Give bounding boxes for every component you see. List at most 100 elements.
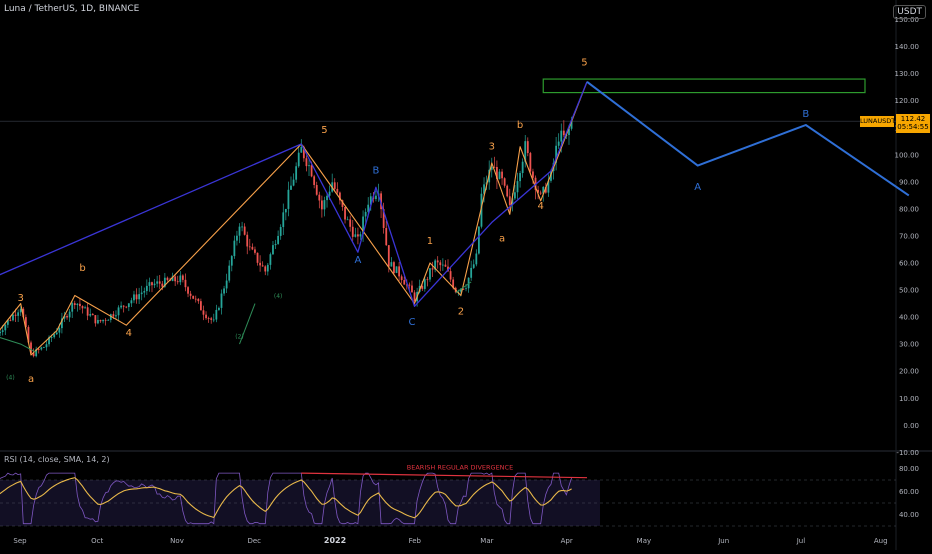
candle-body [449,271,452,280]
candle-body [194,298,197,300]
candle-body [264,266,267,272]
candle-body [279,227,282,236]
candle-body [501,171,503,179]
candle-body [230,256,233,266]
candle-body [557,141,560,146]
rsi-line[interactable] [0,472,572,525]
price-axis-tick: 90.00 [899,178,919,186]
green-subwave-line[interactable] [239,303,256,345]
candle-body [300,146,303,153]
candle-body [308,165,310,167]
wave-label: 5 [581,58,587,69]
candle-body [362,216,364,235]
candle-body [256,252,259,263]
candle-body [447,266,449,272]
candle-body [12,314,14,321]
green-subwave-line[interactable] [0,336,37,353]
candle-body [200,301,202,311]
candle-body [302,146,305,159]
price-axis-tick: 70.00 [899,232,919,240]
candle-body [109,314,112,320]
price-axis-tick: -10.00 [896,449,919,457]
candle-body [115,315,117,317]
candle-body [519,173,521,182]
time-axis-tick: Aug [874,537,888,545]
candle-body [145,285,148,292]
candle-body [323,200,326,210]
candle-body [32,353,35,357]
time-axis-tick: Dec [247,537,261,545]
candle-body [161,283,164,287]
wave-label: (4) [274,293,283,300]
candle-body [570,120,573,129]
candle-body [284,208,287,213]
candle-body [292,179,295,186]
candle-body [375,195,377,199]
price-axis-tick: 120.00 [895,97,920,105]
candle-body [544,186,547,193]
candle-body [81,306,84,309]
candle-body [295,166,298,180]
candle-body [341,200,344,208]
candle-body [393,262,395,274]
projection-wave-series[interactable] [586,81,910,197]
candle-body [405,284,408,286]
candle-body [71,303,74,312]
time-axis-tick: Mar [480,537,493,545]
wave-label: A [694,182,701,193]
candle-body [207,318,210,319]
candle-body [452,279,455,288]
candle-body [511,198,514,205]
candle-body [398,266,400,277]
candle-body [369,196,372,205]
candle-body [439,262,442,266]
wave-label: a [28,374,34,385]
candle-body [135,294,138,300]
candle-body [333,182,336,189]
candle-body [462,288,465,290]
rsi-axis-tick: 60.00 [899,488,919,496]
candle-body [385,228,388,246]
last-price-tag: LUNAUSDT 112.42 05:54:55 [860,114,930,133]
candle-body [210,318,213,320]
candle-body [287,189,290,209]
wave-label: 4 [126,328,132,339]
trend-wave-series[interactable] [0,81,588,307]
candle-body [1,330,4,332]
candle-body [547,180,550,193]
candle-body [125,306,128,308]
candle-body [61,318,63,329]
orange-wave-series[interactable] [0,81,588,356]
candle-body [120,305,123,308]
candle-body [218,307,220,310]
candle-body [0,331,2,334]
target-zone-box[interactable] [542,78,866,94]
candle-body [349,219,352,227]
candle-body [91,314,94,316]
currency-badge[interactable]: USDT [893,5,926,19]
wave-label: a [499,233,505,244]
divergence-line[interactable] [301,472,588,479]
candle-body [261,265,264,267]
candle-body [212,319,215,321]
candle-body [514,192,516,199]
rsi-indicator-label[interactable]: RSI (14, close, SMA, 14, 2) [4,455,110,464]
candle-body [532,171,534,178]
candle-body [266,264,269,272]
candle-body [97,319,99,324]
candle-body [470,267,473,278]
candle-body [138,294,141,300]
time-axis-tick: 2022 [324,536,346,545]
candle-body [79,303,81,307]
candle-body [19,308,22,313]
rsi-ma-line[interactable] [0,477,572,519]
wave-label: b [517,120,523,131]
green-subwave-line[interactable] [455,281,472,294]
price-axis-tick: 100.00 [895,151,920,159]
candle-body [55,332,58,335]
price-tag-symbol: LUNAUSDT [860,116,896,127]
candle-body [529,153,532,172]
candle-body [328,191,331,196]
